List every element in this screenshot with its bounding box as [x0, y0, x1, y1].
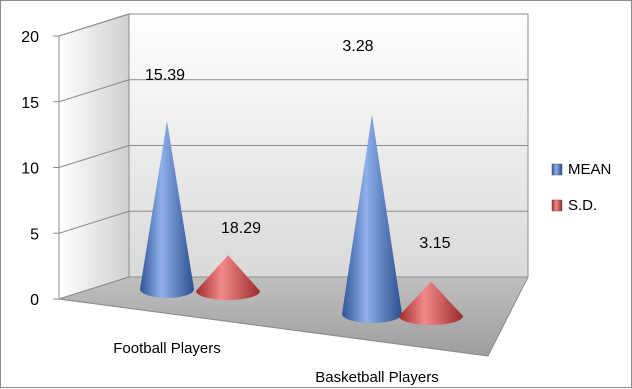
legend-label: MEAN	[568, 161, 611, 178]
category-label: Football Players	[113, 340, 221, 357]
data-label: 18.29	[221, 220, 261, 237]
legend-label: S.D.	[568, 197, 597, 214]
gridline-side	[58, 145, 130, 168]
y-tick-label: 15	[21, 95, 39, 112]
cone-mean-1	[342, 114, 402, 323]
category-labels: Football Players Basketball Players	[113, 340, 438, 386]
category-label: Basketball Players	[315, 369, 438, 386]
data-labels: 15.39 18.29 3.28 3.15	[145, 38, 451, 252]
cone-sd-0	[196, 255, 260, 300]
cone-mean-0	[140, 121, 194, 299]
y-tick-label: 20	[21, 29, 39, 46]
data-label: 3.15	[419, 235, 450, 252]
gridlines	[53, 13, 528, 300]
gridline-side	[58, 13, 130, 37]
cones	[140, 114, 463, 325]
legend-swatch	[551, 199, 563, 212]
data-label: 3.28	[342, 38, 373, 55]
legend-swatch	[551, 163, 563, 176]
x-axis	[58, 298, 489, 357]
data-label: 15.39	[145, 67, 185, 84]
cone-sd-1	[399, 281, 463, 325]
y-tick-label: 5	[30, 226, 39, 243]
gridline-side	[58, 79, 130, 103]
gridline-side	[58, 210, 130, 234]
y-tick-label: 0	[30, 292, 39, 309]
legend: MEAN S.D.	[551, 161, 611, 214]
y-tick-label: 10	[21, 161, 39, 178]
y-tick-labels: 0 5 10 15 20	[21, 29, 39, 309]
